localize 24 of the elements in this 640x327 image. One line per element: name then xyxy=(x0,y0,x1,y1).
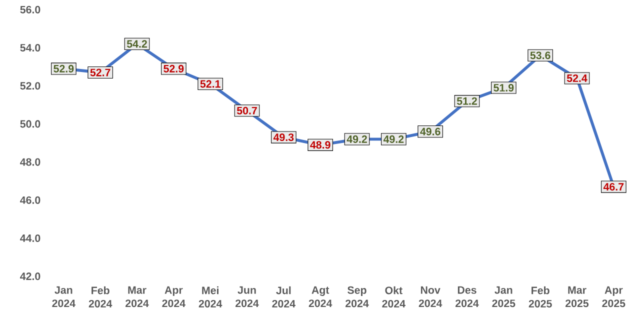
y-tick-label: 42.0 xyxy=(20,272,40,280)
y-tick-label: 48.0 xyxy=(20,158,40,166)
x-tick-label: Okt 2024 xyxy=(382,286,406,308)
x-tick-label: Apr 2025 xyxy=(602,286,626,308)
y-tick-label: 52.0 xyxy=(20,82,40,90)
x-tick-label: Apr 2024 xyxy=(162,286,186,308)
x-tick-label: Jun 2024 xyxy=(236,286,259,308)
y-tick-label: 50.0 xyxy=(20,120,40,128)
x-tick-label: Mar 2024 xyxy=(126,286,149,308)
x-tick-label: Feb 2025 xyxy=(528,286,552,308)
y-tick-label: 46.0 xyxy=(20,196,40,204)
x-tick-label: Des 2024 xyxy=(456,286,479,308)
x-tick-label: Agt 2024 xyxy=(308,286,332,308)
y-tick-label: 44.0 xyxy=(20,234,40,242)
y-tick-label: 56.0 xyxy=(20,6,40,14)
x-tick-label: Jan 2024 xyxy=(52,286,76,308)
x-tick-label: Feb 2024 xyxy=(88,286,112,308)
x-tick-label: Nov 2024 xyxy=(418,286,442,308)
x-tick-label: Mei 2024 xyxy=(198,286,222,308)
x-tick-label: Sep 2024 xyxy=(346,286,369,308)
x-tick-label: Jul 2024 xyxy=(272,286,296,308)
x-tick-label: Mar 2025 xyxy=(566,286,589,308)
y-tick-label: 54.0 xyxy=(20,44,40,52)
x-tick-label: Jan 2025 xyxy=(492,286,516,308)
